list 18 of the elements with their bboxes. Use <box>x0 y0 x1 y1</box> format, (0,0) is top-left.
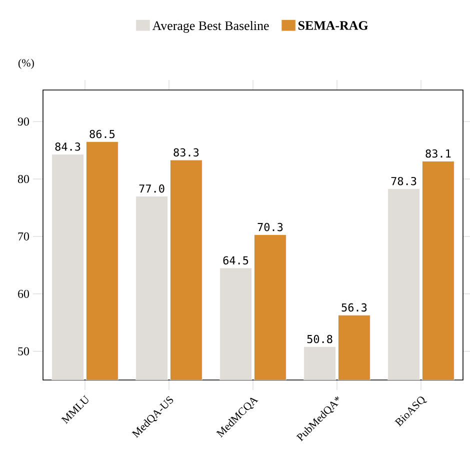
y-tick-label: 80 <box>18 174 30 184</box>
data-label: 83.1 <box>426 149 451 158</box>
y-tick-label: 50 <box>18 347 30 356</box>
legend-label: Average Best Baseline <box>152 20 269 33</box>
y-tick-label: 70 <box>18 232 30 240</box>
data-label: 77.0 <box>139 184 164 193</box>
data-label: 64.5 <box>223 256 248 264</box>
data-label: 78.3 <box>391 176 416 186</box>
legend-label: SEMA-RAG <box>298 21 368 30</box>
data-label: 50.8 <box>307 334 332 344</box>
data-label: 70.3 <box>258 222 283 232</box>
y-axis-title: (%) <box>18 58 34 69</box>
data-label: 83.3 <box>174 148 199 157</box>
y-tick-label: 60 <box>18 290 30 298</box>
y-tick-label: 90 <box>18 118 30 126</box>
data-label: 86.5 <box>90 130 115 138</box>
data-label: 84.3 <box>55 142 80 151</box>
data-label: 56.3 <box>342 303 367 312</box>
